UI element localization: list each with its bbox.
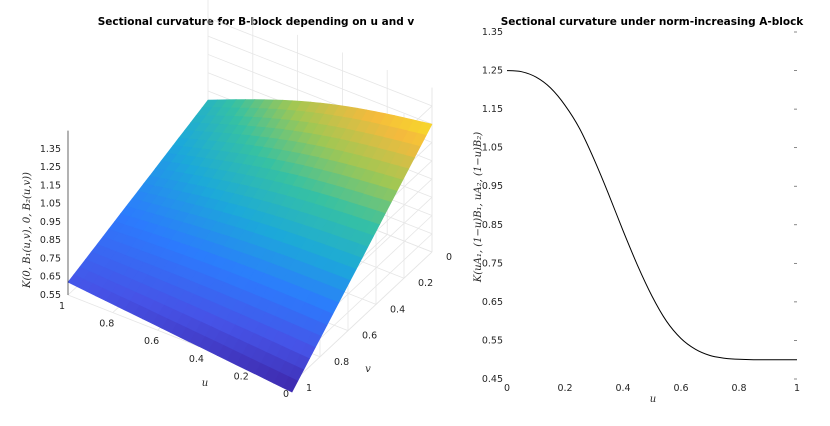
surface-panel: Sectional curvature for B-block dependin… [22, 0, 452, 400]
line-y-tick-labels: 0.45 0.55 0.65 0.75 0.85 0.95 1.05 1.15 1.25 1.35 [482, 27, 503, 385]
line-xlabel: u [650, 394, 656, 405]
line-y-tick: 1.05 [482, 143, 503, 154]
surface-v-tick: 0 [446, 252, 452, 263]
line-y-tick: 1.25 [482, 66, 503, 77]
surface-ylabel: v [365, 364, 371, 375]
line-y-tick: 1.35 [482, 27, 503, 38]
surface-v-tick: 0.2 [418, 278, 433, 289]
surface-v-tick-labels: 0 0.2 0.4 0.6 0.8 1 [306, 252, 452, 394]
line-series [506, 70, 797, 361]
surface-u-tick: 0 [283, 389, 289, 400]
surface-gridline [207, 35, 433, 125]
line-title: Sectional curvature under norm-increasin… [501, 16, 805, 28]
surface-z-tick: 1.05 [40, 199, 61, 210]
line-y-tick: 1.15 [482, 104, 503, 115]
line-ylabel: K(uA₁, (1−u)B₁, uA₂, (1−u)B₂) [473, 132, 484, 283]
line-x-tick: 0.4 [615, 383, 630, 394]
surface-v-tick: 0.4 [390, 304, 405, 315]
surface-z-tick: 0.65 [40, 272, 61, 283]
surface-v-tick: 0.8 [334, 357, 349, 368]
surface-xlabel: u [202, 378, 208, 389]
surface-gridline [207, 17, 433, 107]
line-y-tick: 0.65 [482, 297, 503, 308]
surface-u-tick: 0.8 [99, 319, 114, 330]
surface-z-tick: 1.35 [40, 144, 61, 155]
surface-v-tick: 0.6 [362, 331, 377, 342]
surface-mesh [67, 99, 433, 393]
surface-u-tick-labels: 1 0.8 0.6 0.4 0.2 0 [59, 301, 289, 400]
surface-zlabel: K(0, B₁(u,v), 0, B₂(u,v)) [22, 172, 33, 289]
surface-z-tick: 1.25 [40, 162, 61, 173]
line-x-tick: 0.2 [557, 383, 572, 394]
line-y-tick: 0.75 [482, 258, 503, 269]
line-x-tick-labels: 0 0.2 0.4 0.6 0.8 1 [504, 383, 800, 394]
line-x-tick: 0.6 [673, 383, 688, 394]
surface-u-tick: 0.4 [189, 354, 204, 365]
surface-z-tick: 0.55 [40, 290, 61, 301]
line-y-tick: 0.95 [482, 181, 503, 192]
surface-v-tick: 1 [306, 383, 312, 394]
surface-z-tick: 0.85 [40, 235, 61, 246]
surface-gridline [291, 251, 433, 384]
line-panel: Sectional curvature under norm-increasin… [473, 16, 804, 405]
line-y-tick: 0.45 [482, 374, 503, 385]
line-series-path [506, 70, 797, 361]
line-x-tick: 0.8 [731, 383, 746, 394]
surface-u-tick: 0.6 [144, 336, 159, 347]
line-y-tick: 0.55 [482, 335, 503, 346]
surface-z-tick: 0.75 [40, 253, 61, 264]
surface-title: Sectional curvature for B-block dependin… [98, 16, 415, 28]
surface-z-tick-labels: 0.55 0.65 0.75 0.85 0.95 1.05 1.15 1.25 1.35 [40, 144, 61, 301]
line-x-tick: 1 [794, 383, 800, 394]
surface-z-tick: 1.15 [40, 180, 61, 191]
line-x-tick: 0 [504, 383, 510, 394]
surface-z-tick: 0.95 [40, 217, 61, 228]
surface-u-tick: 1 [59, 301, 65, 312]
line-right-tick-marks [794, 31, 797, 380]
surface-u-tick: 0.2 [234, 371, 249, 382]
line-y-tick: 0.85 [482, 220, 503, 231]
